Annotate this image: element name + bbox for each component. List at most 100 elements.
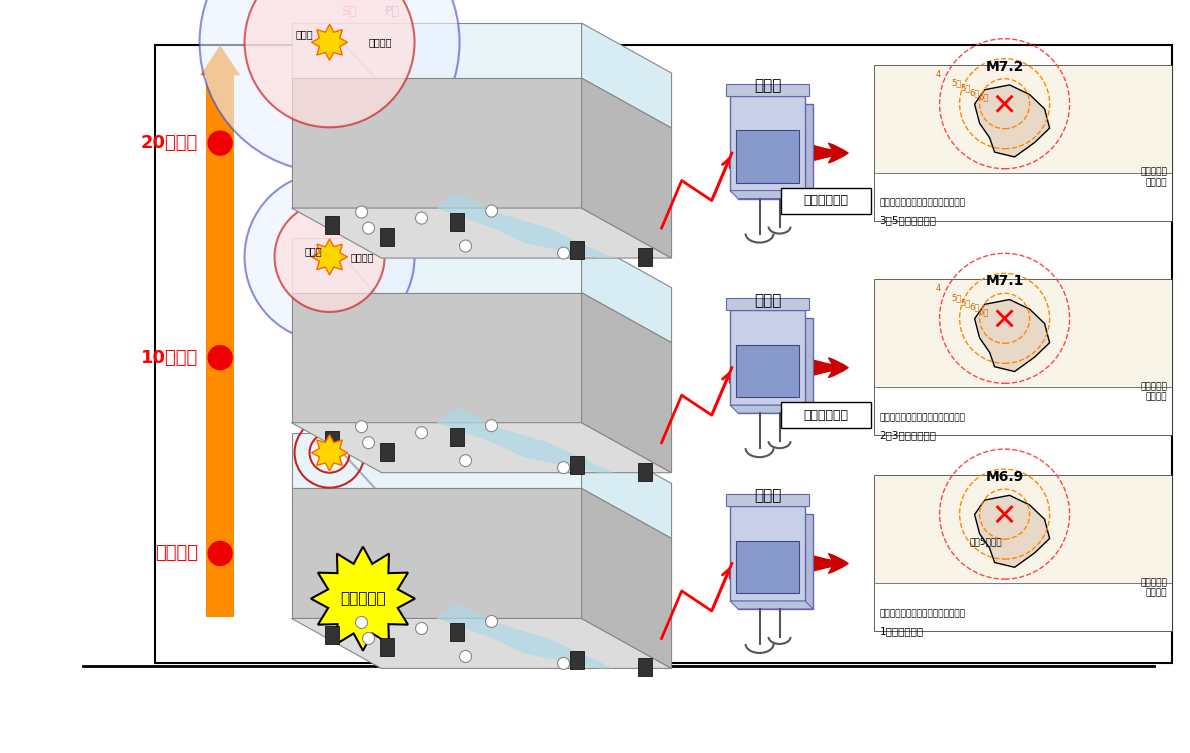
Bar xyxy=(726,494,809,506)
Text: 6強: 6強 xyxy=(978,307,989,316)
Text: 初期微動: 初期微動 xyxy=(351,252,375,262)
Text: 初期微動: 初期微動 xyxy=(369,38,393,47)
Circle shape xyxy=(363,222,375,234)
Bar xyxy=(737,345,798,397)
Bar xyxy=(738,514,813,609)
Polygon shape xyxy=(292,23,582,41)
Circle shape xyxy=(486,205,497,217)
Text: 5強: 5強 xyxy=(960,84,971,93)
Polygon shape xyxy=(311,547,415,651)
Text: 震源，規模
予測震度: 震源，規模 予測震度 xyxy=(1140,383,1167,401)
Text: 主要動: 主要動 xyxy=(305,246,321,257)
Bar xyxy=(737,541,798,593)
Polygon shape xyxy=(312,24,347,60)
Polygon shape xyxy=(582,293,671,473)
Circle shape xyxy=(363,437,375,449)
Polygon shape xyxy=(437,193,614,258)
Polygon shape xyxy=(582,434,671,538)
Polygon shape xyxy=(292,208,671,258)
Polygon shape xyxy=(292,238,582,256)
Circle shape xyxy=(459,651,471,663)
Bar xyxy=(380,228,394,246)
Polygon shape xyxy=(292,618,671,669)
Text: M7.1: M7.1 xyxy=(985,274,1023,288)
Circle shape xyxy=(558,247,570,259)
Text: 震源，規模
予測震度: 震源，規模 予測震度 xyxy=(1140,578,1167,597)
Bar xyxy=(729,506,806,601)
Text: 3～5観測点による: 3～5観測点による xyxy=(879,215,937,226)
Circle shape xyxy=(558,462,570,474)
Circle shape xyxy=(200,0,459,172)
Circle shape xyxy=(356,421,368,433)
Bar xyxy=(875,583,1172,631)
Polygon shape xyxy=(292,422,671,473)
Text: 気象庁: 気象庁 xyxy=(753,489,782,504)
Bar xyxy=(738,319,813,413)
Circle shape xyxy=(415,427,427,439)
Text: 発生直後: 発生直後 xyxy=(155,544,199,562)
Bar xyxy=(729,96,806,191)
Circle shape xyxy=(415,623,427,635)
Circle shape xyxy=(459,240,471,252)
Text: 10秒後頃: 10秒後頃 xyxy=(140,349,199,367)
Bar xyxy=(875,172,1172,221)
Bar xyxy=(638,658,652,676)
Polygon shape xyxy=(292,434,582,452)
Polygon shape xyxy=(582,23,671,128)
Text: 20秒後頃: 20秒後頃 xyxy=(140,134,199,152)
Text: 1観測点による: 1観測点による xyxy=(879,626,923,636)
Polygon shape xyxy=(729,405,813,413)
Text: 2～3観測点による: 2～3観測点による xyxy=(879,430,937,441)
Text: 震源、規模等の指定、震度等の予測: 震源、規模等の指定、震度等の予測 xyxy=(879,609,965,618)
Polygon shape xyxy=(975,300,1050,371)
Polygon shape xyxy=(292,434,582,489)
Circle shape xyxy=(558,657,570,669)
Bar xyxy=(875,476,1172,583)
Circle shape xyxy=(459,455,471,467)
Bar xyxy=(726,84,809,96)
Circle shape xyxy=(356,206,368,218)
Bar xyxy=(875,280,1172,435)
Circle shape xyxy=(245,0,414,127)
Bar xyxy=(450,213,464,231)
FancyBboxPatch shape xyxy=(781,187,871,214)
Bar xyxy=(875,66,1172,221)
Text: 気象庁: 気象庁 xyxy=(753,78,782,93)
Bar xyxy=(380,443,394,461)
Text: M6.9: M6.9 xyxy=(985,470,1023,484)
Text: 5弱: 5弱 xyxy=(951,294,962,303)
Bar xyxy=(325,216,338,234)
Bar xyxy=(875,387,1172,435)
Text: 主要動: 主要動 xyxy=(295,29,313,39)
Polygon shape xyxy=(582,489,671,669)
Polygon shape xyxy=(292,452,582,470)
Text: P波: P波 xyxy=(384,220,400,233)
Polygon shape xyxy=(292,78,582,208)
Polygon shape xyxy=(975,85,1050,157)
Text: 震源、規模等の指定、震度等の予測: 震源、規模等の指定、震度等の予測 xyxy=(879,413,965,422)
Text: 震源、規模等の指定、震度等の予測: 震源、規模等の指定、震度等の予測 xyxy=(879,199,965,208)
Polygon shape xyxy=(292,59,582,78)
Bar xyxy=(450,428,464,446)
Bar xyxy=(570,456,583,474)
Circle shape xyxy=(486,419,497,431)
Circle shape xyxy=(245,172,414,342)
Bar xyxy=(729,310,806,405)
Text: M7.2: M7.2 xyxy=(985,59,1023,74)
FancyBboxPatch shape xyxy=(781,402,871,428)
Bar xyxy=(638,248,652,266)
Polygon shape xyxy=(975,495,1050,567)
Text: S波: S波 xyxy=(342,416,357,428)
Polygon shape xyxy=(292,489,582,618)
Bar xyxy=(570,241,583,259)
Circle shape xyxy=(356,617,368,629)
Bar xyxy=(570,651,583,669)
Polygon shape xyxy=(312,434,347,471)
Text: 4: 4 xyxy=(937,285,941,294)
Text: 震源，規模
予測震度: 震源，規模 予測震度 xyxy=(1140,168,1167,187)
Polygon shape xyxy=(582,238,671,343)
Polygon shape xyxy=(292,238,582,293)
Text: 予測高精度化: 予測高精度化 xyxy=(803,409,848,422)
Text: 5弱: 5弱 xyxy=(951,79,962,88)
Bar xyxy=(737,130,798,182)
